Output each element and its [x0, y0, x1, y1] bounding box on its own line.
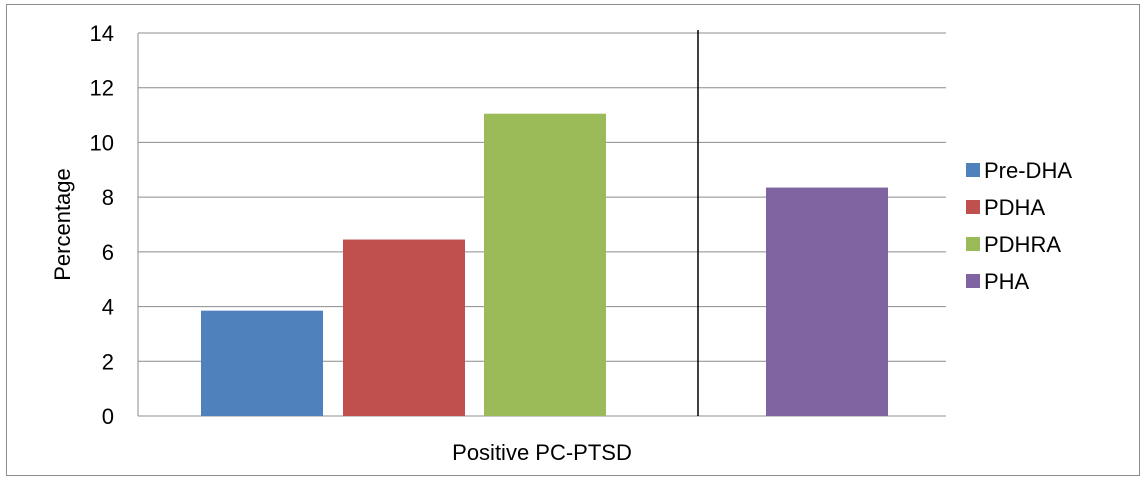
legend-label-pdhra: PDHRA	[984, 232, 1061, 257]
bar-pdha	[343, 239, 465, 416]
legend-label-pha: PHA	[984, 269, 1030, 294]
y-tick-label: 6	[102, 240, 114, 265]
y-axis-title: Percentage	[50, 168, 75, 281]
y-tick-label: 8	[102, 185, 114, 210]
legend-swatch-pdhra	[966, 237, 980, 251]
legend-swatch-pre-dha	[966, 163, 980, 177]
y-tick-label: 10	[90, 130, 114, 155]
bar-pre-dha	[201, 310, 323, 416]
bar-pha	[766, 187, 888, 416]
legend-swatch-pha	[966, 274, 980, 288]
y-tick-labels: 0 2 4 6 8 10 12 14	[90, 21, 114, 429]
y-tick-label: 14	[90, 21, 114, 46]
y-tick-label: 12	[90, 76, 114, 101]
x-axis-title: Positive PC-PTSD	[452, 440, 632, 465]
y-tick-label: 0	[102, 404, 114, 429]
bars	[201, 113, 888, 416]
legend-label-pre-dha: Pre-DHA	[984, 158, 1072, 183]
legend-label-pdha: PDHA	[984, 195, 1045, 220]
legend-swatch-pdha	[966, 200, 980, 214]
bar-pdhra	[484, 113, 606, 416]
legend: Pre-DHA PDHA PDHRA PHA	[966, 158, 1072, 294]
y-tick-label: 4	[102, 295, 114, 320]
y-tick-label: 2	[102, 349, 114, 374]
